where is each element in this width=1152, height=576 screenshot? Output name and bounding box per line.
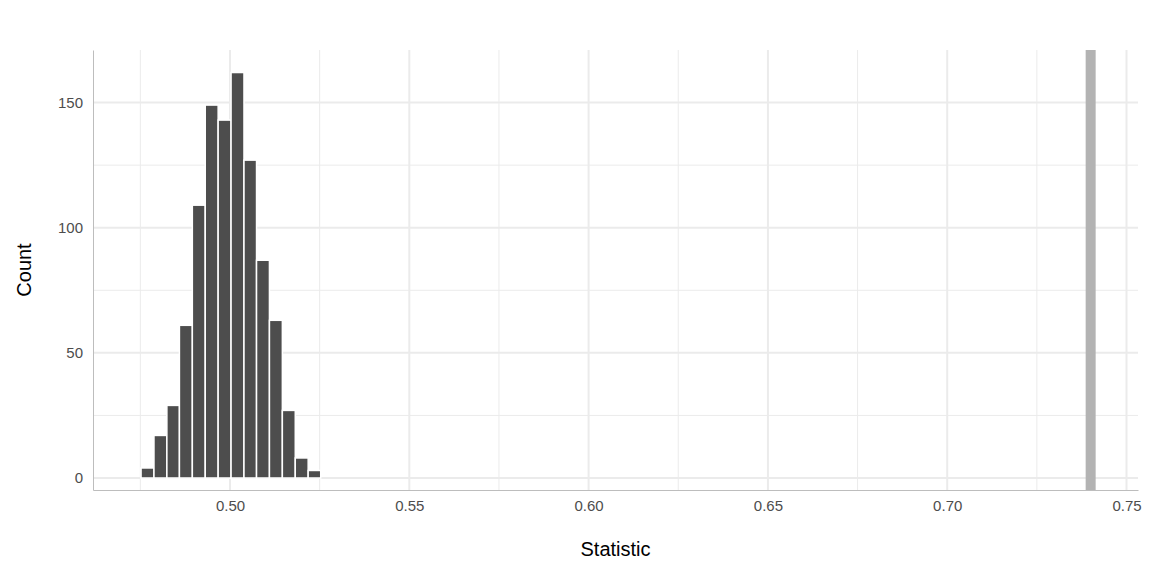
x-tick-label: 0.65 [754,497,783,514]
histogram-bar [218,120,231,478]
minor-grid-line [1036,50,1037,490]
grid-line [408,50,410,490]
histogram-bar [205,105,218,478]
histogram-bar [154,435,167,478]
y-tick: 0 [75,469,93,486]
histogram-bar [257,260,270,478]
x-tick: 0.55 [395,490,424,514]
minor-grid-line [857,50,858,490]
histogram-bar [282,410,295,478]
grid-line [1126,50,1128,490]
plot: 0.50 0.55 0.60 0.65 0.70 0.75 0 50 100 150 [58,50,1142,514]
y-tick: 150 [58,94,93,111]
chart: 0.50 0.55 0.60 0.65 0.70 0.75 0 50 100 150 Statist… [0,0,1152,576]
x-tick: 0.60 [575,490,604,514]
histogram-bar [231,73,244,478]
histogram-bar [295,458,308,478]
y-tick: 50 [66,344,93,361]
grid-line [588,50,590,490]
reference-line [1086,50,1096,490]
minor-grid-line [140,50,141,490]
x-tick: 0.75 [1112,490,1141,514]
x-tick: 0.50 [216,490,245,514]
y-axis-title: Count [13,243,35,297]
minor-grid-line [319,50,320,490]
histogram-bar [244,160,257,478]
x-tick-label: 0.50 [216,497,245,514]
histogram-bar [269,320,282,478]
x-axis: 0.50 0.55 0.60 0.65 0.70 0.75 [94,490,1142,514]
x-axis-title: Statistic [580,538,650,560]
x-tick: 0.70 [933,490,962,514]
grid [93,50,1138,490]
x-tick: 0.65 [754,490,783,514]
grid-line [946,50,948,490]
y-tick: 100 [58,219,93,236]
y-axis-line [93,51,94,491]
y-tick-label: 150 [58,94,83,111]
y-tick-label: 0 [75,469,83,486]
minor-grid-line [678,50,679,490]
y-tick-label: 100 [58,219,83,236]
histogram-bar [167,405,180,478]
y-axis: 0 50 100 150 [58,51,94,491]
marks [141,50,1091,490]
x-tick-label: 0.75 [1112,497,1141,514]
histogram-bar [179,325,192,478]
minor-grid-line [498,50,499,490]
histogram-bar [141,468,154,478]
y-tick-label: 50 [66,344,83,361]
histogram-bar [192,205,205,478]
x-axis-line [94,490,1139,491]
grid-line [93,102,1138,104]
x-tick-label: 0.55 [395,497,424,514]
histogram-bar [308,470,321,478]
x-tick-label: 0.70 [933,497,962,514]
x-tick-label: 0.60 [575,497,604,514]
grid-line [767,50,769,490]
